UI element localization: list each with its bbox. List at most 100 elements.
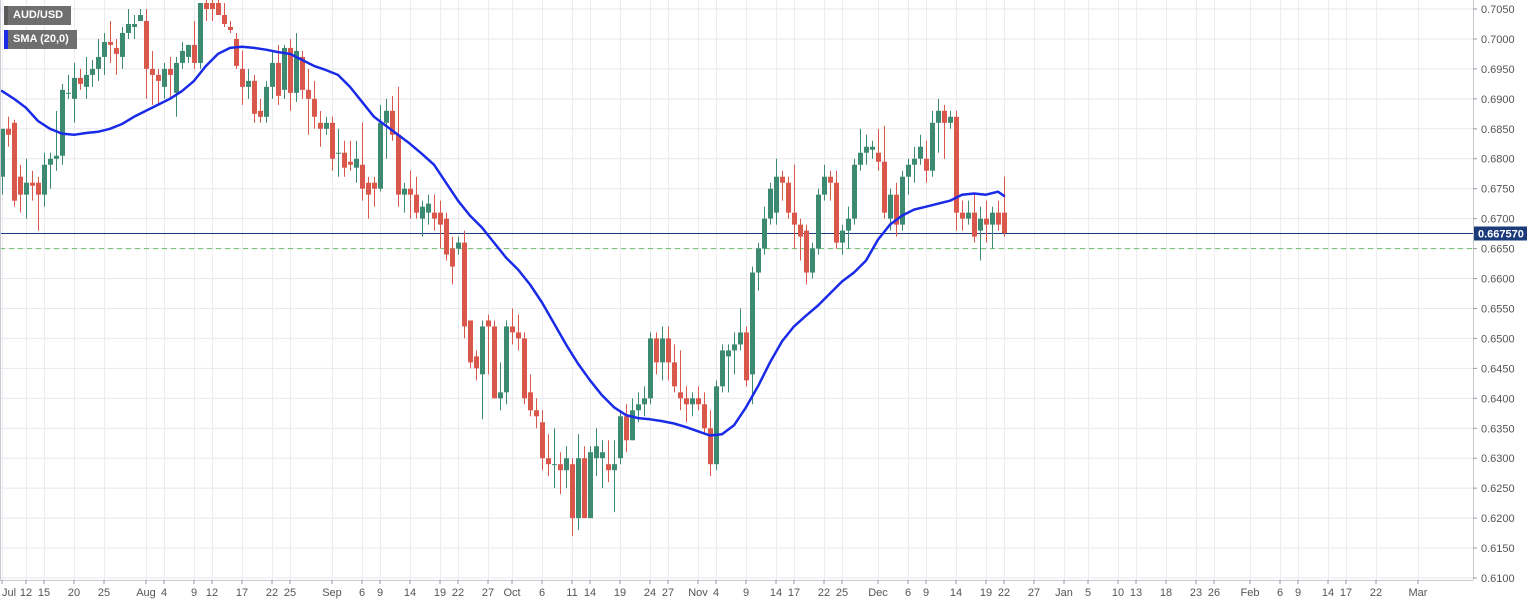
candle-body-down bbox=[876, 152, 881, 162]
x-tick-label: 14 bbox=[1322, 587, 1334, 599]
candle-body-up bbox=[918, 146, 923, 159]
candle-body-up bbox=[906, 164, 911, 177]
candle-body-up bbox=[852, 164, 857, 219]
candle-body-down bbox=[696, 398, 701, 405]
candle-body-down bbox=[828, 176, 833, 183]
sma-line bbox=[0, 45, 1006, 437]
x-tick-label: 6 bbox=[539, 587, 545, 599]
candle-body-down bbox=[6, 128, 11, 135]
candle-body-down bbox=[1002, 212, 1007, 234]
candle-body-down bbox=[528, 392, 533, 411]
x-tick-label: 23 bbox=[1190, 587, 1202, 599]
candle-body-down bbox=[258, 110, 263, 117]
candle-body-up bbox=[264, 86, 269, 117]
candle-body-down bbox=[390, 110, 395, 135]
candle-body-down bbox=[582, 458, 587, 519]
candle-body-up bbox=[858, 152, 863, 165]
candle-body-up bbox=[48, 158, 53, 165]
candle-body-down bbox=[30, 182, 35, 186]
candle-body-up bbox=[816, 194, 821, 249]
candle-body-up bbox=[24, 182, 29, 195]
x-tick-label: 18 bbox=[1160, 587, 1172, 599]
candle-body-down bbox=[12, 122, 17, 201]
candle-body-down bbox=[168, 68, 173, 75]
candle-body-up bbox=[324, 122, 329, 129]
x-tick-label: 25 bbox=[98, 587, 110, 599]
x-tick-label: 19 bbox=[434, 587, 446, 599]
y-axis-background bbox=[1473, 0, 1536, 604]
candle-body-up bbox=[978, 218, 983, 231]
x-tick-label: 27 bbox=[482, 587, 494, 599]
x-tick-label: 17 bbox=[788, 587, 800, 599]
x-tick-label: 6 bbox=[1277, 587, 1283, 599]
candle-body-up bbox=[138, 14, 143, 21]
candle-body-down bbox=[894, 194, 899, 225]
candle-body-down bbox=[942, 110, 947, 123]
candle-body-down bbox=[156, 74, 161, 81]
x-tick-label: 17 bbox=[1340, 587, 1352, 599]
candle-body-down bbox=[546, 458, 551, 465]
x-tick-label: 9 bbox=[743, 587, 749, 599]
candle-body-down bbox=[954, 116, 959, 213]
legend-symbol[interactable]: AUD/USD bbox=[4, 6, 72, 25]
legend-sma-label: SMA (20,0) bbox=[13, 33, 69, 45]
candle-body-up bbox=[246, 80, 251, 87]
candle-body-down bbox=[702, 404, 707, 429]
candle-body-down bbox=[786, 182, 791, 213]
candle-body-down bbox=[18, 176, 23, 195]
candle-body-up bbox=[576, 458, 581, 519]
candle-body-up bbox=[84, 74, 89, 87]
candle-body-up bbox=[270, 62, 275, 87]
candle-body-up bbox=[768, 188, 773, 219]
x-tick-label: Nov bbox=[688, 587, 708, 599]
x-tick-label: 13 bbox=[1130, 587, 1142, 599]
candle-body-down bbox=[342, 152, 347, 168]
candle-body-up bbox=[774, 176, 779, 213]
y-tick-label: 0.6500 bbox=[1481, 333, 1515, 345]
candle-body-up bbox=[564, 458, 569, 471]
x-tick-label: Dec bbox=[868, 587, 888, 599]
candle-body-up bbox=[354, 158, 359, 168]
x-tick-label: Jul bbox=[2, 587, 16, 599]
candle-body-down bbox=[780, 176, 785, 183]
candle-body-down bbox=[672, 362, 677, 387]
candle-body-up bbox=[66, 92, 71, 94]
sma-overlay bbox=[0, 45, 1006, 437]
candle-body-up bbox=[630, 410, 635, 441]
candle-body-down bbox=[534, 410, 539, 417]
x-tick-label: Aug bbox=[136, 587, 156, 599]
candle-body-up bbox=[642, 398, 647, 405]
candle-body-down bbox=[708, 428, 713, 465]
x-tick-label: 19 bbox=[980, 587, 992, 599]
candle-body-up bbox=[912, 158, 917, 165]
candle-body-down bbox=[114, 47, 119, 54]
candle-body-down bbox=[516, 332, 521, 339]
legend-sma[interactable]: SMA (20,0) bbox=[4, 30, 77, 49]
x-tick-label: 22 bbox=[998, 587, 1010, 599]
x-tick-label: 19 bbox=[614, 587, 626, 599]
candle-body-up bbox=[600, 452, 605, 459]
candle-body-down bbox=[396, 134, 401, 195]
y-tick-label: 0.6900 bbox=[1481, 94, 1515, 106]
candle-body-up bbox=[648, 338, 653, 399]
candle-body-up bbox=[102, 41, 107, 57]
x-tick-label: 9 bbox=[923, 587, 929, 599]
candle-body-up bbox=[60, 89, 65, 156]
last-price-tag bbox=[1474, 226, 1527, 241]
candle-body-up bbox=[456, 242, 461, 249]
x-tick-label: Sep bbox=[322, 587, 342, 599]
y-tick-label: 0.7000 bbox=[1481, 34, 1515, 46]
candle-body-down bbox=[972, 212, 977, 237]
x-tick-label: 12 bbox=[20, 587, 32, 599]
x-tick-label: 11 bbox=[566, 587, 577, 599]
y-tick-label: 0.6550 bbox=[1481, 303, 1515, 315]
candle-body-up bbox=[426, 203, 431, 213]
candle-body-up bbox=[966, 212, 971, 219]
candle-body-up bbox=[588, 452, 593, 519]
candle-body-down bbox=[522, 338, 527, 399]
x-tick-label: 15 bbox=[38, 587, 50, 599]
candle-body-down bbox=[960, 212, 965, 219]
candle-body-down bbox=[300, 56, 305, 90]
candle-body-up bbox=[384, 110, 389, 123]
